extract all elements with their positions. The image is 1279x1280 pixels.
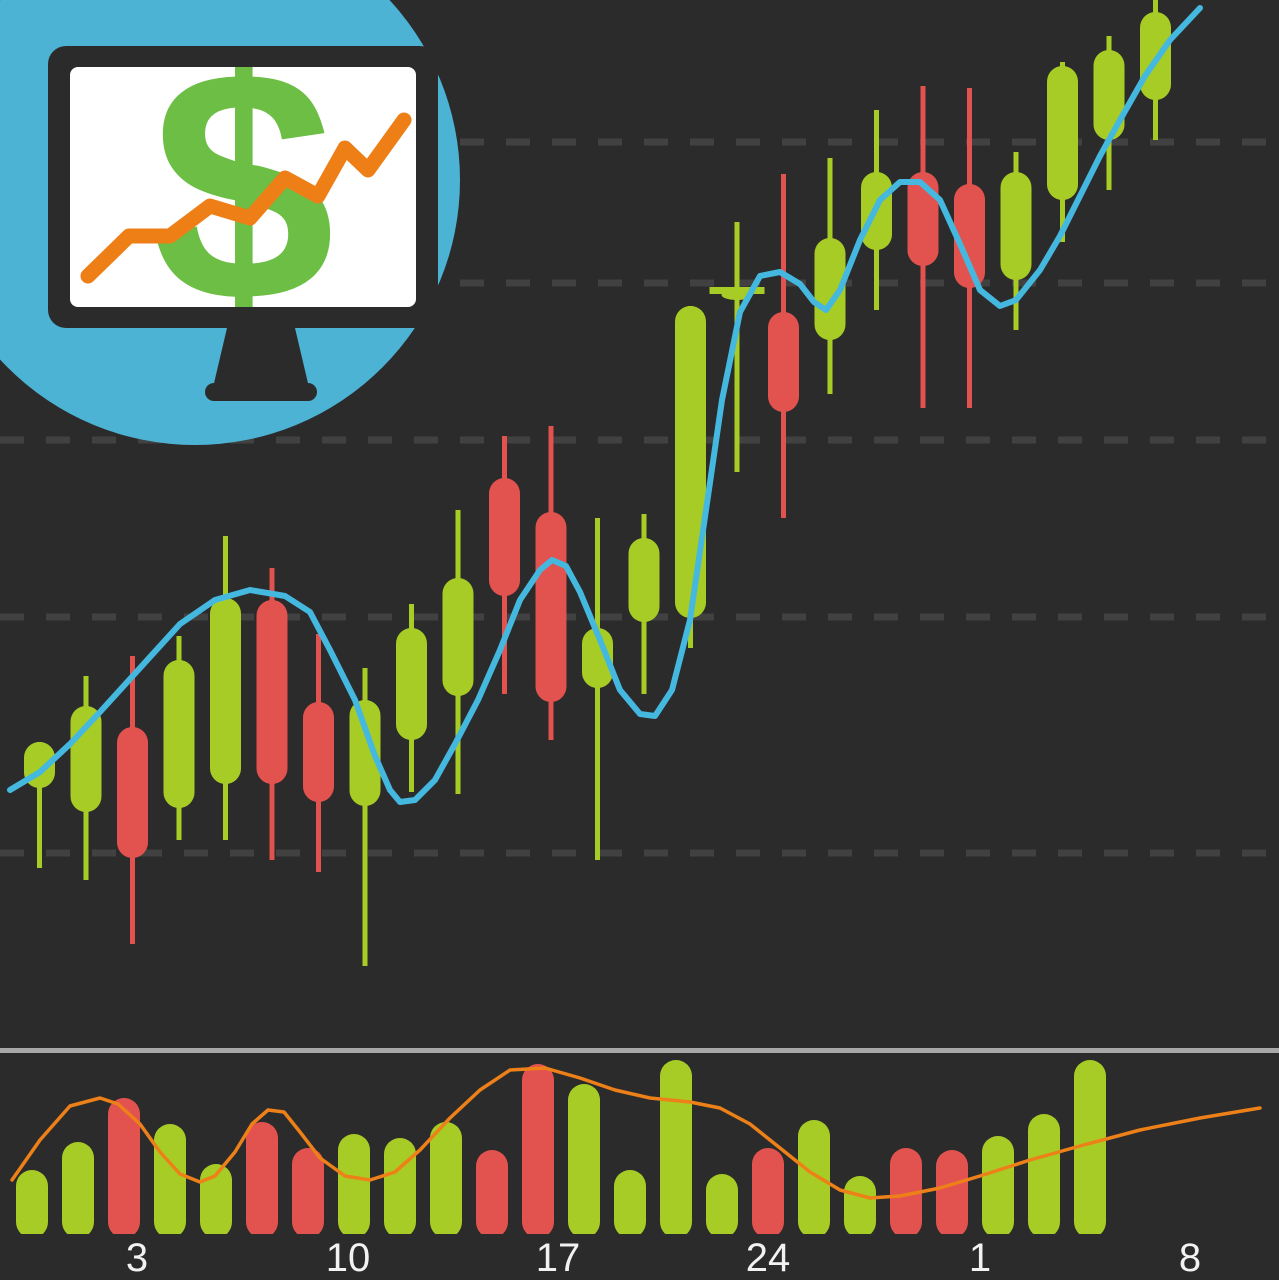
candle-body (675, 306, 706, 618)
panel-separator (0, 1048, 1279, 1053)
volume-trend-line (10, 1066, 1262, 1200)
x-axis-tick-labels: 3 10 17 24 1 8 (126, 1236, 1201, 1280)
x-axis-tick-label: 3 (126, 1236, 148, 1280)
candle-body (489, 478, 520, 596)
volume-bar (844, 1176, 876, 1234)
candle-body (535, 512, 567, 702)
moving-average-trend-line (7, 5, 1203, 805)
candle-body (1093, 50, 1125, 140)
volume-bar (200, 1164, 232, 1234)
volume-bar (338, 1134, 370, 1234)
candle-body (768, 312, 799, 412)
x-axis-tick-label: 24 (746, 1236, 791, 1280)
candle-body (954, 184, 985, 288)
volume-bar (660, 1060, 692, 1234)
x-axis-tick-label: 10 (326, 1236, 371, 1280)
volume-bar (798, 1120, 830, 1234)
volume-bar (568, 1084, 600, 1234)
x-axis-tick-label: 8 (1179, 1236, 1201, 1280)
stock-monitor-badge: $ (0, 0, 460, 445)
volume-bar (890, 1148, 922, 1234)
volume-bar (246, 1122, 278, 1234)
x-axis-tick-label: 1 (969, 1236, 991, 1280)
candle-body (628, 538, 660, 622)
doji-tick (709, 287, 765, 294)
volume-bar (752, 1148, 784, 1234)
volume-bar (1074, 1060, 1106, 1234)
volume-bar (936, 1150, 968, 1234)
candle-body (442, 578, 474, 696)
uptrend-arrow-icon (80, 112, 412, 284)
monitor-stand-base (205, 383, 317, 401)
volume-bar (62, 1142, 94, 1234)
candle-body (1000, 172, 1032, 280)
volume-bar (430, 1122, 462, 1234)
candle-body (303, 702, 334, 802)
candlestick-series (24, 0, 1171, 966)
candle-body (210, 598, 241, 784)
volume-bar (982, 1136, 1014, 1234)
volume-bar (108, 1098, 140, 1234)
volume-bar (522, 1064, 554, 1234)
volume-bar (614, 1170, 646, 1234)
x-axis-tick-label: 17 (536, 1236, 581, 1280)
volume-bar (154, 1124, 186, 1234)
candle-body (117, 727, 148, 858)
candle-body (349, 700, 381, 806)
volume-bar-series (16, 1060, 1106, 1234)
volume-bar (292, 1148, 324, 1234)
candle-body (814, 238, 846, 340)
volume-bar (384, 1138, 416, 1234)
candle-body (396, 628, 427, 740)
volume-bar (706, 1174, 738, 1234)
monitor-screen (70, 67, 416, 307)
volume-bar (16, 1170, 48, 1234)
volume-bar (1028, 1114, 1060, 1234)
candle-body (256, 600, 288, 784)
candle-body (1047, 66, 1078, 200)
volume-bar (476, 1150, 508, 1234)
monitor-stand-icon (211, 328, 311, 396)
candle-body (163, 660, 195, 808)
candle-body (70, 706, 102, 812)
candle-body (582, 628, 613, 688)
